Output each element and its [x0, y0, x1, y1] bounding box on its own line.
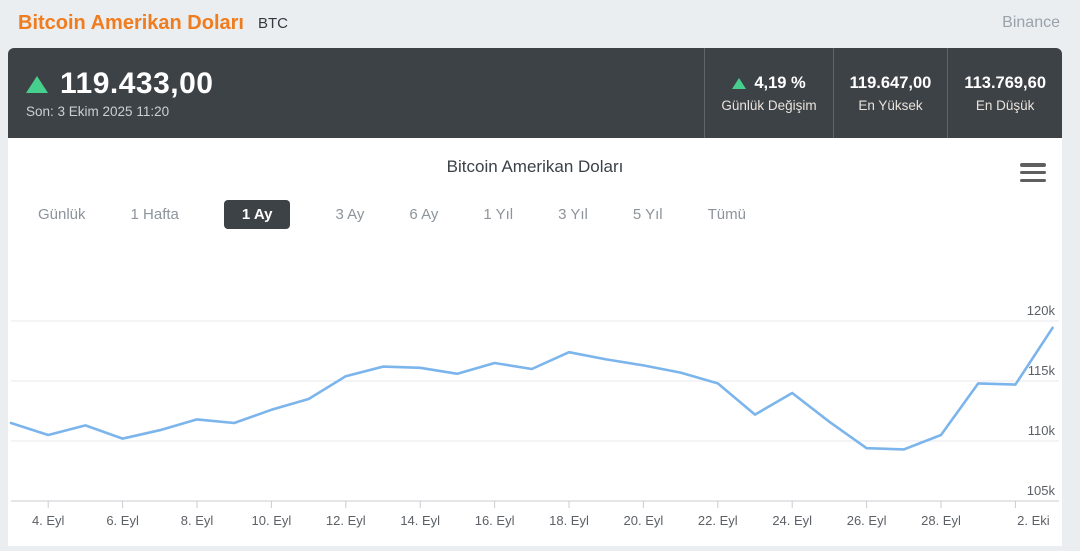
x-axis-label-28. Eyl: 28. Eyl: [921, 513, 961, 528]
quote-bar: 119.433,00 Son: 3 Ekim 2025 11:20 4,19 %…: [8, 48, 1062, 138]
x-axis-label-18. Eyl: 18. Eyl: [549, 513, 589, 528]
stat-cell-1: 119.647,00 En Yüksek: [832, 48, 948, 138]
x-axis-label-16. Eyl: 16. Eyl: [475, 513, 515, 528]
range-tab-1-ay[interactable]: 1 Ay: [223, 199, 291, 229]
data-source-label: Binance: [1002, 14, 1060, 31]
x-axis-label-26. Eyl: 26. Eyl: [847, 513, 887, 528]
chart-card: 119.433,00 Son: 3 Ekim 2025 11:20 4,19 %…: [8, 48, 1062, 546]
quote-main: 119.433,00 Son: 3 Ekim 2025 11:20: [8, 48, 704, 138]
range-tab-tümü[interactable]: Tümü: [707, 205, 746, 223]
x-axis-label-14. Eyl: 14. Eyl: [400, 513, 440, 528]
stat-label: En Düşük: [975, 97, 1035, 113]
x-axis-label-24. Eyl: 24. Eyl: [772, 513, 812, 528]
x-axis-label-8. Eyl: 8. Eyl: [181, 513, 214, 528]
y-axis-label-105k: 105k: [1027, 483, 1056, 498]
stat-value: 4,19 %: [754, 73, 806, 92]
range-tab-günlük[interactable]: Günlük: [38, 205, 86, 223]
page-title: Bitcoin Amerikan Doları: [18, 11, 244, 34]
change-up-arrow-icon: [732, 77, 747, 89]
stat-label: Günlük Değişim: [721, 97, 817, 113]
y-axis-label-120k: 120k: [1027, 303, 1056, 318]
stat-label: En Yüksek: [858, 97, 923, 113]
price-chart-svg: 120k 115k 110k 105k 4. Eyl 6. Eyl 8. Eyl 10. Ey…: [9, 303, 1059, 528]
range-tab-6-ay[interactable]: 6 Ay: [409, 205, 439, 223]
x-axis-label-12. Eyl: 12. Eyl: [326, 513, 366, 528]
stat-value: 119.647,00: [849, 73, 932, 92]
chart-title: Bitcoin Amerikan Doları: [446, 157, 624, 176]
chart-menu-icon[interactable]: [1020, 163, 1046, 182]
y-axis-label-110k: 110k: [1028, 423, 1056, 438]
range-tab-1-hafta[interactable]: 1 Hafta: [130, 205, 179, 223]
quote-stats: 4,19 % Günlük Değişim 119.647,00 En Yüksek 1…: [704, 48, 1062, 138]
page-header: Bitcoin Amerikan Doları BTC Binance: [0, 0, 1080, 46]
range-tabs: Günlük 1 Hafta 1 Ay 3 Ay 6 Ay 1 Yıl 3 Yıl 5 Yıl…: [38, 199, 1062, 229]
instrument-symbol: BTC: [257, 14, 288, 32]
stat-cell-0: 4,19 % Günlük Değişim: [704, 48, 832, 138]
x-axis-label-4. Eyl: 4. Eyl: [32, 513, 65, 528]
price-line-series: [9, 326, 1054, 451]
range-tab-1-yil[interactable]: 1 Yıl: [483, 205, 514, 223]
y-axis-label-115k: 115k: [1028, 363, 1056, 378]
last-price: 119.433,00: [60, 67, 214, 100]
range-tab-5-yil[interactable]: 5 Yıl: [632, 205, 663, 223]
x-axis-label-20. Eyl: 20. Eyl: [624, 513, 664, 528]
stat-value: 113.769,60: [964, 73, 1046, 92]
last-update-time: Son: 3 Ekim 2025 11:20: [26, 104, 170, 119]
range-tab-3-ay[interactable]: 3 Ay: [335, 205, 365, 223]
x-axis-label-10. Eyl: 10. Eyl: [252, 513, 292, 528]
price-up-arrow-icon: [26, 75, 48, 93]
stat-cell-2: 113.769,60 En Düşük: [947, 48, 1062, 138]
price-chart: 120k 115k 110k 105k 4. Eyl 6. Eyl 8. Eyl 10. Ey…: [8, 248, 1062, 546]
x-axis-label-6. Eyl: 6. Eyl: [106, 513, 139, 528]
x-axis-label-22. Eyl: 22. Eyl: [698, 513, 738, 528]
x-axis-label-2. Eki: 2. Eki: [1017, 513, 1050, 528]
range-tab-3-yil[interactable]: 3 Yıl: [558, 205, 588, 223]
